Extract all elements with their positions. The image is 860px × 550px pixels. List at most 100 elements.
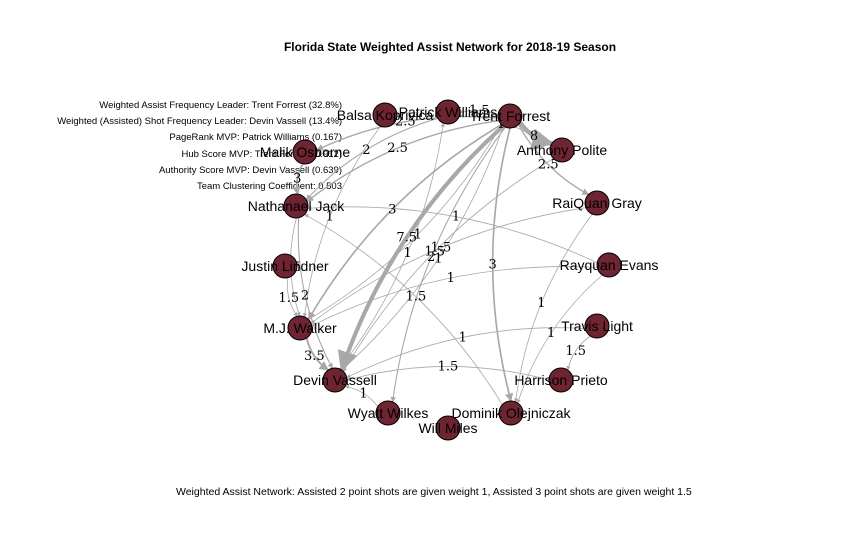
node-hp xyxy=(548,367,574,393)
edge-weight-label: 1 xyxy=(414,228,422,243)
edge-weight-label: 1.5 xyxy=(469,103,490,118)
node-re xyxy=(596,252,622,278)
node-bk xyxy=(372,102,398,128)
node-label-tl: Travis Light xyxy=(561,318,633,334)
node-label-hp: Harrison Prieto xyxy=(514,372,608,388)
node-label-wm: Will Miles xyxy=(418,420,477,436)
edge-weight-label: 3 xyxy=(388,202,396,217)
node-label-pw: Patrick Williams xyxy=(399,104,498,120)
edge-mw-tf xyxy=(308,124,502,320)
node-label-tf: Trent Forrest xyxy=(470,108,550,124)
edge-weight-label: 1 xyxy=(447,271,455,286)
edge-re-mw xyxy=(311,266,598,326)
edge-weight-label: 1 xyxy=(452,210,460,225)
node-label-jl: Justin Lindner xyxy=(241,258,329,274)
node-label-mw: M.J. Walker xyxy=(263,320,337,336)
node-mo xyxy=(292,139,318,165)
node-label-do: Dominik Olejniczak xyxy=(451,405,571,421)
edge-weight-label: 3 xyxy=(489,258,497,273)
edge-weight-label: 2.5 xyxy=(387,141,408,156)
edge-weight-label: 1 xyxy=(459,330,467,345)
stat-clustering-coefficient: Team Clustering Coefficient: 0.503 xyxy=(196,181,342,193)
edge-dv-pw xyxy=(339,122,445,370)
network-caption: Weighted Assist Network: Assisted 2 poin… xyxy=(176,486,692,498)
edge-tf-nj xyxy=(306,119,500,202)
edge-weight-label: 1.5 xyxy=(406,290,427,305)
node-mw xyxy=(287,315,313,341)
stat-assist-frequency-leader: Weighted Assist Frequency Leader: Trent … xyxy=(99,100,342,111)
edge-weight-label: 2 xyxy=(427,250,435,265)
edge-weight-label: 1.5 xyxy=(278,291,299,306)
node-label-mo: Malik Osborne xyxy=(260,144,350,160)
edge-weight-label: 3 xyxy=(293,171,301,186)
edge-jl-mw xyxy=(286,277,298,317)
edge-weight-label: 2.5 xyxy=(395,115,416,130)
edge-tf-dv xyxy=(337,124,505,372)
edge-weight-label: 2 xyxy=(301,288,309,303)
edge-weight-label: 7.5 xyxy=(396,231,417,246)
edge-weight-label: 3.5 xyxy=(304,349,325,364)
edge-bk-mw xyxy=(302,125,381,318)
chart-title: Florida State Weighted Assist Network fo… xyxy=(283,40,617,54)
edge-tf-mw xyxy=(307,123,502,321)
node-dv xyxy=(322,367,348,393)
node-label-rg: RaiQuan Gray xyxy=(552,195,641,211)
stat-pagerank-mvp: PageRank MVP: Patrick Williams (0.167) xyxy=(169,132,342,144)
edge-mo-nj xyxy=(292,163,304,195)
edge-weight-label: 1.5 xyxy=(424,244,445,259)
edges-layer xyxy=(286,109,603,407)
edge-ap-dv xyxy=(343,158,554,372)
edge-weight-label: 8 xyxy=(530,129,538,144)
edge-nj-dv xyxy=(297,217,333,369)
edge-pw-nj xyxy=(305,117,438,201)
edge-do-nj xyxy=(304,213,503,405)
edge-weight-label: 1.5 xyxy=(431,241,452,256)
node-jl xyxy=(272,253,298,279)
node-ap xyxy=(549,137,575,163)
node-label-bk: Balsa Koprivica xyxy=(337,107,434,123)
edge-tf-do xyxy=(491,127,514,402)
node-label-ww: Wyatt Wilkes xyxy=(348,405,429,421)
edge-tf-pw xyxy=(459,109,499,116)
node-label-ap: Anthony Polite xyxy=(517,142,607,158)
edge-ww-dv xyxy=(344,385,379,407)
edge-mw-dv xyxy=(305,337,330,371)
edge-rg-do xyxy=(514,213,593,403)
edge-weight-label: 1 xyxy=(403,246,411,261)
edge-weight-label: 1 xyxy=(326,209,334,224)
edge-weight-label: 2.5 xyxy=(538,158,559,173)
node-do xyxy=(498,400,524,426)
edge-rg-mw xyxy=(310,207,586,324)
edge-weight-label: 1.5 xyxy=(565,344,586,359)
edge-dv-tf xyxy=(341,125,505,371)
node-ww xyxy=(375,400,401,426)
node-pw xyxy=(435,99,461,125)
edge-tf-ww xyxy=(390,126,506,403)
node-wm xyxy=(435,415,461,441)
edge-weight-label: 1 xyxy=(434,252,442,267)
stat-authority-score-mvp: Authority Score MVP: Devin Vassell (0.63… xyxy=(158,164,342,176)
node-label-nj: Nathanael Jack xyxy=(248,198,346,214)
stat-hub-score-mvp: Hub Score MVP: Trent Forrest (0.912) xyxy=(181,148,342,160)
edge-tf-rg xyxy=(517,124,590,196)
edge-tl-hp xyxy=(566,335,591,371)
node-nj xyxy=(283,193,309,219)
node-tl xyxy=(584,313,610,339)
edge-weight-label: 1 xyxy=(359,386,367,401)
node-tf xyxy=(497,103,523,129)
edge-tl-dv xyxy=(346,327,586,378)
edge-weight-label: 2 xyxy=(362,143,370,158)
edge-hp-dv xyxy=(346,366,550,382)
node-label-dv: Devin Vassell xyxy=(293,372,377,388)
edge-re-do xyxy=(516,274,603,404)
network-stats: Weighted Assist Frequency Leader: Trent … xyxy=(57,98,342,195)
node-label-re: Rayquan Evans xyxy=(560,257,659,273)
edge-weight-label: 1 xyxy=(547,326,555,341)
node-rg xyxy=(584,190,610,216)
edge-weight-label: 1 xyxy=(537,296,545,311)
edge-re-nj xyxy=(307,205,598,264)
stat-shot-frequency-leader: Weighted (Assisted) Shot Frequency Leade… xyxy=(57,116,342,128)
edge-weight-label: 1.5 xyxy=(438,359,459,374)
